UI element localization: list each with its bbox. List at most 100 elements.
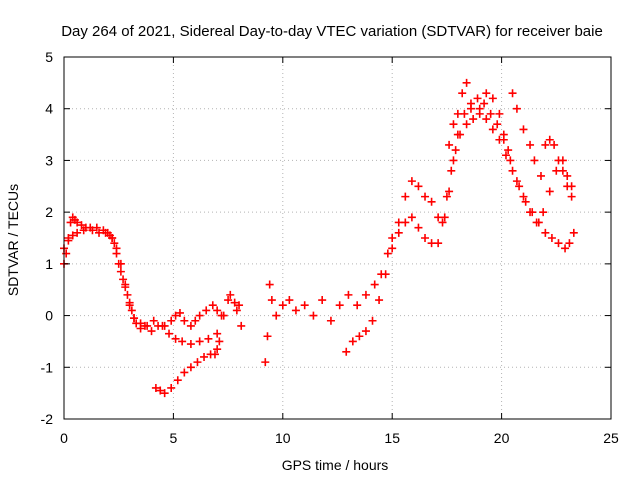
data-point xyxy=(486,109,495,118)
data-point xyxy=(108,234,117,242)
y-axis-label: SDTVAR / TECUs xyxy=(5,184,21,296)
data-point xyxy=(528,208,537,217)
data-point xyxy=(508,166,517,175)
data-point xyxy=(285,296,294,305)
data-point xyxy=(195,311,204,320)
data-point xyxy=(309,311,318,320)
data-point xyxy=(173,376,182,385)
y-tick-label: 5 xyxy=(45,49,53,65)
x-tick-label: 25 xyxy=(603,430,619,446)
data-point xyxy=(456,130,465,139)
plot-frame xyxy=(63,56,612,420)
data-point xyxy=(291,306,300,315)
data-point xyxy=(180,368,189,377)
data-point xyxy=(119,275,128,284)
data-point xyxy=(143,321,152,330)
data-point xyxy=(318,296,327,305)
data-point xyxy=(475,104,484,113)
data-point xyxy=(136,319,145,328)
data-point xyxy=(440,213,449,222)
data-point xyxy=(488,94,497,103)
data-point xyxy=(499,130,508,139)
data-point xyxy=(213,329,222,338)
y-tick-label: -2 xyxy=(41,411,54,427)
data-point xyxy=(414,223,423,232)
data-point xyxy=(226,290,235,299)
data-point xyxy=(186,321,195,330)
data-point xyxy=(103,228,112,237)
data-point xyxy=(335,301,344,310)
data-point xyxy=(482,115,491,124)
data-point xyxy=(147,327,156,336)
data-point xyxy=(263,332,272,341)
data-point xyxy=(407,177,416,186)
data-point xyxy=(230,298,239,307)
x-tick-label: 0 xyxy=(60,430,68,446)
data-point xyxy=(213,345,222,354)
data-point xyxy=(186,340,195,349)
data-point xyxy=(388,234,397,242)
data-point xyxy=(267,296,276,305)
data-point xyxy=(300,301,309,310)
data-point xyxy=(469,115,478,124)
data-point xyxy=(175,308,184,317)
data-point xyxy=(64,236,73,245)
data-point xyxy=(427,197,436,206)
data-point xyxy=(567,192,576,201)
data-point xyxy=(482,89,491,98)
data-point xyxy=(156,386,165,395)
data-point xyxy=(554,239,563,248)
data-point xyxy=(167,316,176,325)
data-point xyxy=(171,334,180,343)
y-tick-label: 0 xyxy=(45,308,53,324)
data-point xyxy=(160,389,169,398)
data-point xyxy=(178,337,187,346)
data-point xyxy=(149,316,158,325)
data-point xyxy=(210,350,219,359)
series-track-e xyxy=(342,109,578,356)
y-tick-label: 1 xyxy=(45,256,53,272)
data-point xyxy=(449,156,458,165)
data-point xyxy=(445,187,454,196)
data-point xyxy=(473,94,482,103)
data-point xyxy=(401,192,410,201)
series-track-f xyxy=(445,78,576,201)
data-point xyxy=(353,301,362,310)
data-point xyxy=(112,244,121,253)
data-point xyxy=(73,228,82,237)
data-point xyxy=(442,192,451,201)
data-point xyxy=(407,213,416,222)
data-point xyxy=(504,146,513,155)
data-point xyxy=(125,301,134,310)
data-point xyxy=(563,182,572,191)
data-point xyxy=(123,290,132,299)
data-point xyxy=(191,316,200,325)
data-point xyxy=(394,228,403,237)
data-point xyxy=(558,166,567,175)
data-point xyxy=(495,109,504,118)
data-point xyxy=(361,290,370,299)
data-point xyxy=(204,334,213,343)
data-point xyxy=(73,218,82,227)
data-point xyxy=(235,301,244,310)
data-point xyxy=(414,182,423,191)
data-point xyxy=(534,218,543,227)
y-tick-label: -1 xyxy=(41,359,54,375)
data-point xyxy=(401,218,410,227)
data-point xyxy=(495,135,504,144)
data-point xyxy=(453,109,462,118)
data-point xyxy=(171,311,180,320)
data-point xyxy=(383,249,392,258)
data-point xyxy=(554,156,563,165)
data-point xyxy=(421,234,430,242)
x-tick-label: 15 xyxy=(384,430,400,446)
data-point xyxy=(480,99,489,108)
data-point xyxy=(215,337,224,346)
data-point xyxy=(545,187,554,196)
data-point xyxy=(561,244,570,253)
data-point xyxy=(449,120,458,129)
data-point xyxy=(563,171,572,180)
data-point xyxy=(466,99,475,108)
data-point xyxy=(519,125,528,134)
